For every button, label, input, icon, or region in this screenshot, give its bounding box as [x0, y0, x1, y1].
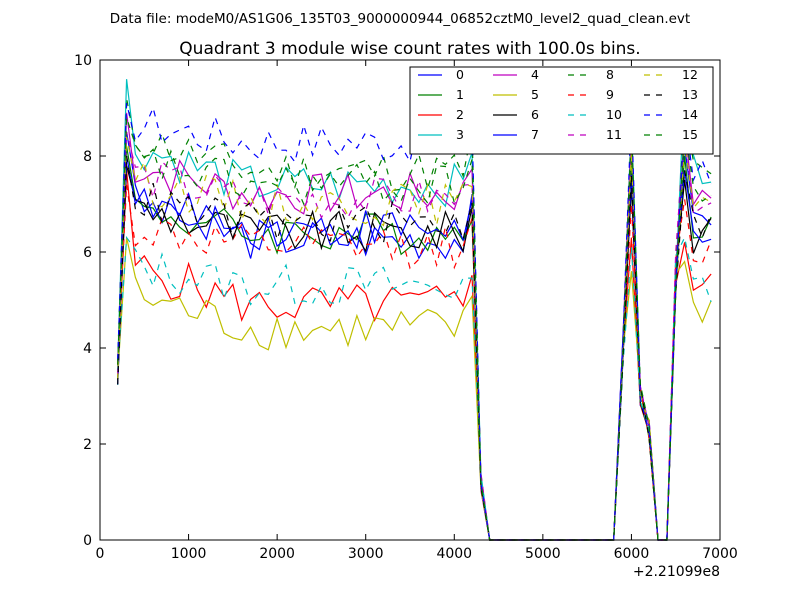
series-line-9 — [117, 184, 712, 541]
legend-box — [409, 66, 714, 155]
legend-label-13: 13 — [682, 87, 698, 102]
x-tick-label: 4000 — [436, 546, 472, 562]
series-line-14 — [117, 103, 712, 541]
x-tick-label: 7000 — [702, 546, 738, 562]
legend-label-11: 11 — [606, 127, 622, 142]
chart-title: Quadrant 3 module wise count rates with … — [179, 39, 640, 59]
series-line-4 — [117, 112, 712, 541]
data-file-suptitle: Data file: modeM0/AS1G06_135T03_90000009… — [110, 11, 690, 27]
y-tick-label: 0 — [83, 533, 92, 549]
legend-label-15: 15 — [682, 127, 698, 142]
legend-label-12: 12 — [682, 67, 698, 82]
y-tick-label: 6 — [83, 245, 92, 261]
legend-label-4: 4 — [531, 67, 539, 82]
legend-label-0: 0 — [456, 67, 464, 82]
legend-label-7: 7 — [531, 127, 539, 142]
legend-label-14: 14 — [682, 107, 698, 122]
y-tick-label: 4 — [83, 341, 92, 357]
x-tick-label: 3000 — [348, 546, 384, 562]
legend-label-6: 6 — [531, 107, 539, 122]
x-tick-label: 2000 — [259, 546, 295, 562]
y-tick-label: 10 — [74, 53, 92, 69]
x-tick-label: 6000 — [614, 546, 650, 562]
legend-label-5: 5 — [531, 87, 539, 102]
legend-label-3: 3 — [456, 127, 464, 142]
legend-label-1: 1 — [456, 87, 464, 102]
series-line-15 — [117, 117, 712, 541]
legend-label-10: 10 — [606, 107, 622, 122]
x-tick-label: 0 — [96, 546, 105, 562]
plot-frame — [99, 59, 721, 541]
y-tick-label: 2 — [83, 437, 92, 453]
y-tick-label: 8 — [83, 149, 92, 165]
legend-label-8: 8 — [606, 67, 614, 82]
x-offset-label: +2.21099e8 — [633, 564, 720, 580]
series-line-7 — [117, 155, 712, 541]
x-tick-label: 1000 — [171, 546, 207, 562]
x-tick-label: 5000 — [525, 546, 561, 562]
series-line-11 — [117, 127, 712, 541]
series-line-8 — [117, 98, 712, 541]
legend-label-2: 2 — [456, 107, 464, 122]
legend-label-9: 9 — [606, 87, 614, 102]
